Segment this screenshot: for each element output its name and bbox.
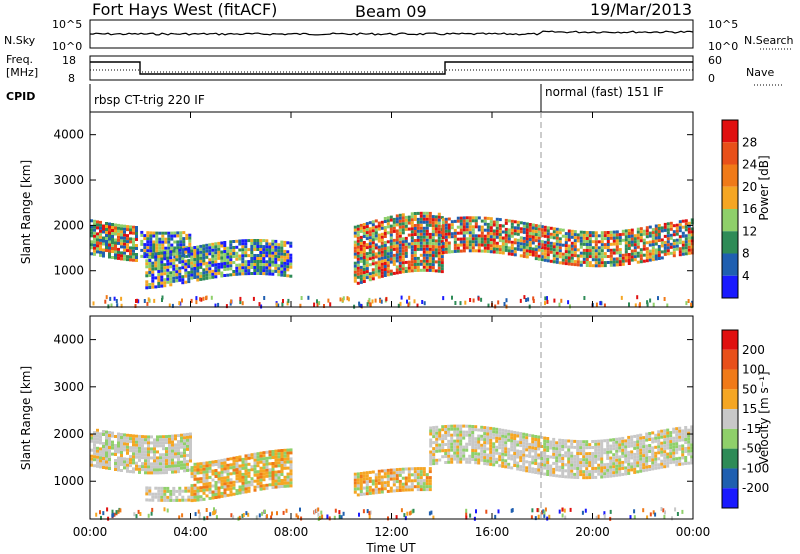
freq-tick-low: 8 xyxy=(68,72,75,85)
nave-trace xyxy=(90,69,693,73)
velocity-colorbar-swatch xyxy=(722,349,738,370)
station-title: Fort Hays West (fitACF) xyxy=(92,0,277,19)
velocity-feature xyxy=(429,424,694,480)
xtick-label: 00:00 xyxy=(676,525,711,539)
velocity-colorbar-tick: -50 xyxy=(742,442,762,456)
velocity-colorbar-tick: -15 xyxy=(742,422,762,436)
power-colorbar-swatch xyxy=(722,142,738,165)
nsearch-label: N.Search xyxy=(744,34,794,47)
nave-label: Nave xyxy=(746,66,774,79)
power-colorbar-swatch xyxy=(722,164,738,187)
freq-tick-high: 18 xyxy=(62,54,76,67)
xaxis-label: Time UT xyxy=(365,541,416,554)
power-colorbar-frame xyxy=(721,119,739,299)
power-colorbar-tick: 24 xyxy=(742,158,757,172)
nsearch-tick-high: 10^5 xyxy=(708,18,738,31)
nsky-tick-low: 10^0 xyxy=(52,40,82,53)
xtick-label: 16:00 xyxy=(475,525,510,539)
velocity-feature xyxy=(90,428,192,475)
velocity-colorbar-swatch xyxy=(722,448,738,469)
velocity-colorbar-tick: 200 xyxy=(742,343,765,357)
power-ytick-label: 4000 xyxy=(53,128,84,142)
velocity-colorbar-frame xyxy=(721,329,739,509)
velocity-ylabel: Slant Range [km] xyxy=(19,366,33,470)
freq-label: Freq. xyxy=(6,53,33,66)
power-colorbar-tick: 28 xyxy=(742,135,757,149)
power-colorbar-swatch xyxy=(722,253,738,276)
xtick-label: 20:00 xyxy=(575,525,610,539)
power-feature xyxy=(441,216,694,268)
velocity-feature xyxy=(145,486,194,502)
velocity-colorbar-swatch xyxy=(722,468,738,489)
power-colorbar-swatch xyxy=(722,186,738,209)
freq-panel-frame xyxy=(89,55,694,81)
power-feature xyxy=(90,219,138,262)
power-ytick-label: 1000 xyxy=(53,264,84,278)
xtick-label: 08:00 xyxy=(274,525,309,539)
velocity-colorbar-tick: 100 xyxy=(742,363,765,377)
velocity-ytick-label: 4000 xyxy=(53,333,84,347)
power-heatmap xyxy=(90,211,694,309)
power-colorbar-tick: 16 xyxy=(742,202,757,216)
velocity-colorbar-swatch xyxy=(722,428,738,449)
cpid-mode-1: rbsp CT-trig 220 IF xyxy=(94,93,205,107)
velocity-colorbar-swatch xyxy=(722,369,738,390)
power-colorbar-label: Power [dB] xyxy=(757,155,771,220)
cpid-label: CPID xyxy=(6,90,35,103)
nsky-label: N.Sky xyxy=(4,34,36,47)
power-colorbar-swatch xyxy=(722,231,738,254)
power-colorbar-tick: 8 xyxy=(742,247,750,261)
velocity-ytick-label: 2000 xyxy=(53,427,84,441)
xtick-label: 00:00 xyxy=(73,525,108,539)
velocity-colorbar-swatch xyxy=(722,409,738,429)
xtick-label: 12:00 xyxy=(374,525,409,539)
velocity-ytick-label: 1000 xyxy=(53,474,84,488)
velocity-heatmap xyxy=(90,424,694,521)
velocity-colorbar-label: Velocity [m s⁻¹] xyxy=(757,371,771,464)
xtick-label: 04:00 xyxy=(173,525,208,539)
velocity-colorbar-swatch xyxy=(722,488,738,508)
velocity-colorbar-tick: -100 xyxy=(742,461,769,475)
nsky-tick-high: 10^5 xyxy=(52,18,82,31)
power-colorbar-tick: 4 xyxy=(742,269,750,283)
beam-title: Beam 09 xyxy=(355,2,427,21)
velocity-feature xyxy=(190,448,293,503)
freq-trace xyxy=(90,61,693,75)
freq-unit-label: [MHz] xyxy=(6,66,38,79)
nave-tick-low: 0 xyxy=(708,72,715,85)
nave-tick-high: 60 xyxy=(708,54,722,67)
power-colorbar-swatch xyxy=(722,209,738,232)
cpid-mode-2: normal (fast) 151 IF xyxy=(545,85,664,99)
velocity-colorbar-tick: -200 xyxy=(742,481,769,495)
power-colorbar-tick: 12 xyxy=(742,224,757,238)
power-feature xyxy=(145,239,293,290)
power-ytick-label: 2000 xyxy=(53,218,84,232)
power-ytick-label: 3000 xyxy=(53,173,84,187)
power-colorbar-swatch xyxy=(722,275,738,298)
power-colorbar-tick: 20 xyxy=(742,180,757,194)
nsearch-tick-low: 10^0 xyxy=(708,40,738,53)
velocity-colorbar-tick: 15 xyxy=(742,402,757,416)
date-title: 19/Mar/2013 xyxy=(590,0,692,19)
nsky-trace xyxy=(89,30,694,36)
power-feature xyxy=(140,230,192,259)
velocity-colorbar-swatch xyxy=(722,389,738,410)
velocity-feature xyxy=(353,467,432,497)
velocity-ytick-label: 3000 xyxy=(53,380,84,394)
power-colorbar-swatch xyxy=(722,120,738,143)
velocity-colorbar-swatch xyxy=(722,330,738,350)
power-feature xyxy=(353,211,444,285)
velocity-colorbar-tick: 50 xyxy=(742,382,757,396)
power-ylabel: Slant Range [km] xyxy=(19,160,33,264)
